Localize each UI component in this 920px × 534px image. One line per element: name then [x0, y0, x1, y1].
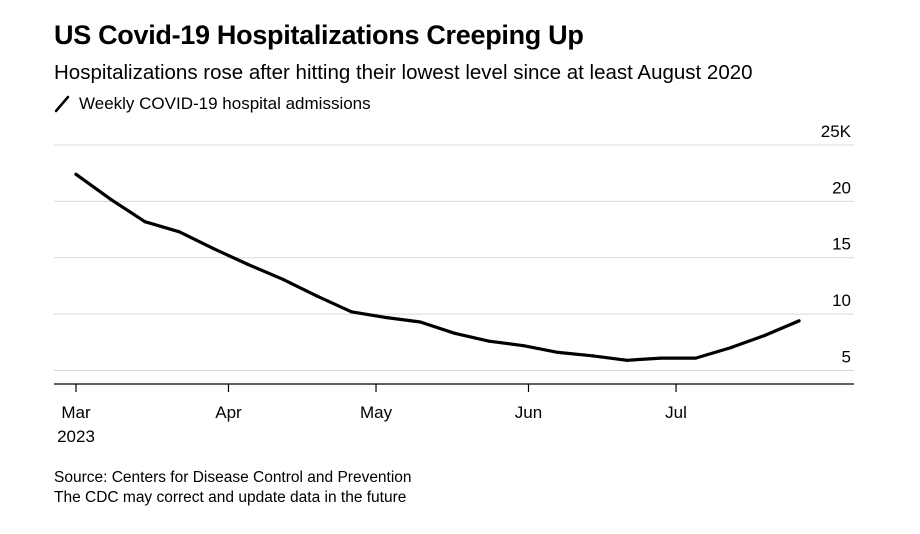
data-point — [384, 315, 388, 320]
data-point — [108, 197, 113, 201]
x-tick-label: Jul — [665, 403, 687, 422]
data-point — [762, 333, 767, 338]
data-point — [246, 262, 250, 267]
y-tick-label: 10 — [832, 291, 851, 310]
data-point — [280, 277, 285, 281]
chart-legend: Weekly COVID-19 hospital admissions — [54, 94, 371, 114]
y-tick-label: 20 — [832, 178, 851, 197]
legend-line-icon — [54, 95, 70, 113]
disclaimer-note: The CDC may correct and update data in t… — [54, 489, 407, 506]
x-tick-label: May — [360, 403, 393, 422]
x-tick-label: Jun — [515, 403, 542, 422]
data-point — [728, 346, 732, 350]
data-point — [418, 320, 422, 324]
data-point — [625, 358, 629, 362]
chart-subtitle: Hospitalizations rose after hitting thei… — [54, 61, 753, 84]
y-tick-label: 25K — [821, 122, 852, 141]
data-point — [487, 339, 491, 343]
data-point — [797, 319, 801, 323]
data-point — [212, 247, 216, 251]
chart-title: US Covid-19 Hospitalizations Creeping Up — [54, 20, 584, 50]
data-point — [349, 310, 354, 314]
x-tick-label: Apr — [215, 403, 242, 422]
data-point — [590, 354, 595, 358]
line-chart: 5 10 15 20 25K Mar 2023 Apr May Jun Jul — [54, 122, 854, 446]
y-tick-label: 5 — [842, 347, 851, 366]
data-point — [315, 294, 319, 298]
data-point — [143, 220, 147, 224]
data-point — [177, 230, 181, 234]
data-point — [453, 331, 457, 335]
series-line — [74, 172, 801, 362]
x-tick-sublabel: 2023 — [57, 427, 95, 446]
chart-footer: Source: Centers for Disease Control and … — [54, 468, 412, 508]
data-point — [556, 350, 560, 355]
legend-label: Weekly COVID-19 hospital admissions — [79, 94, 371, 113]
data-point — [74, 172, 78, 176]
data-point — [694, 356, 698, 360]
x-tick-label: Mar — [61, 403, 91, 422]
data-point — [521, 344, 526, 348]
data-point — [659, 356, 663, 360]
source-note: Source: Centers for Disease Control and … — [54, 469, 412, 486]
y-tick-label: 15 — [832, 235, 851, 254]
